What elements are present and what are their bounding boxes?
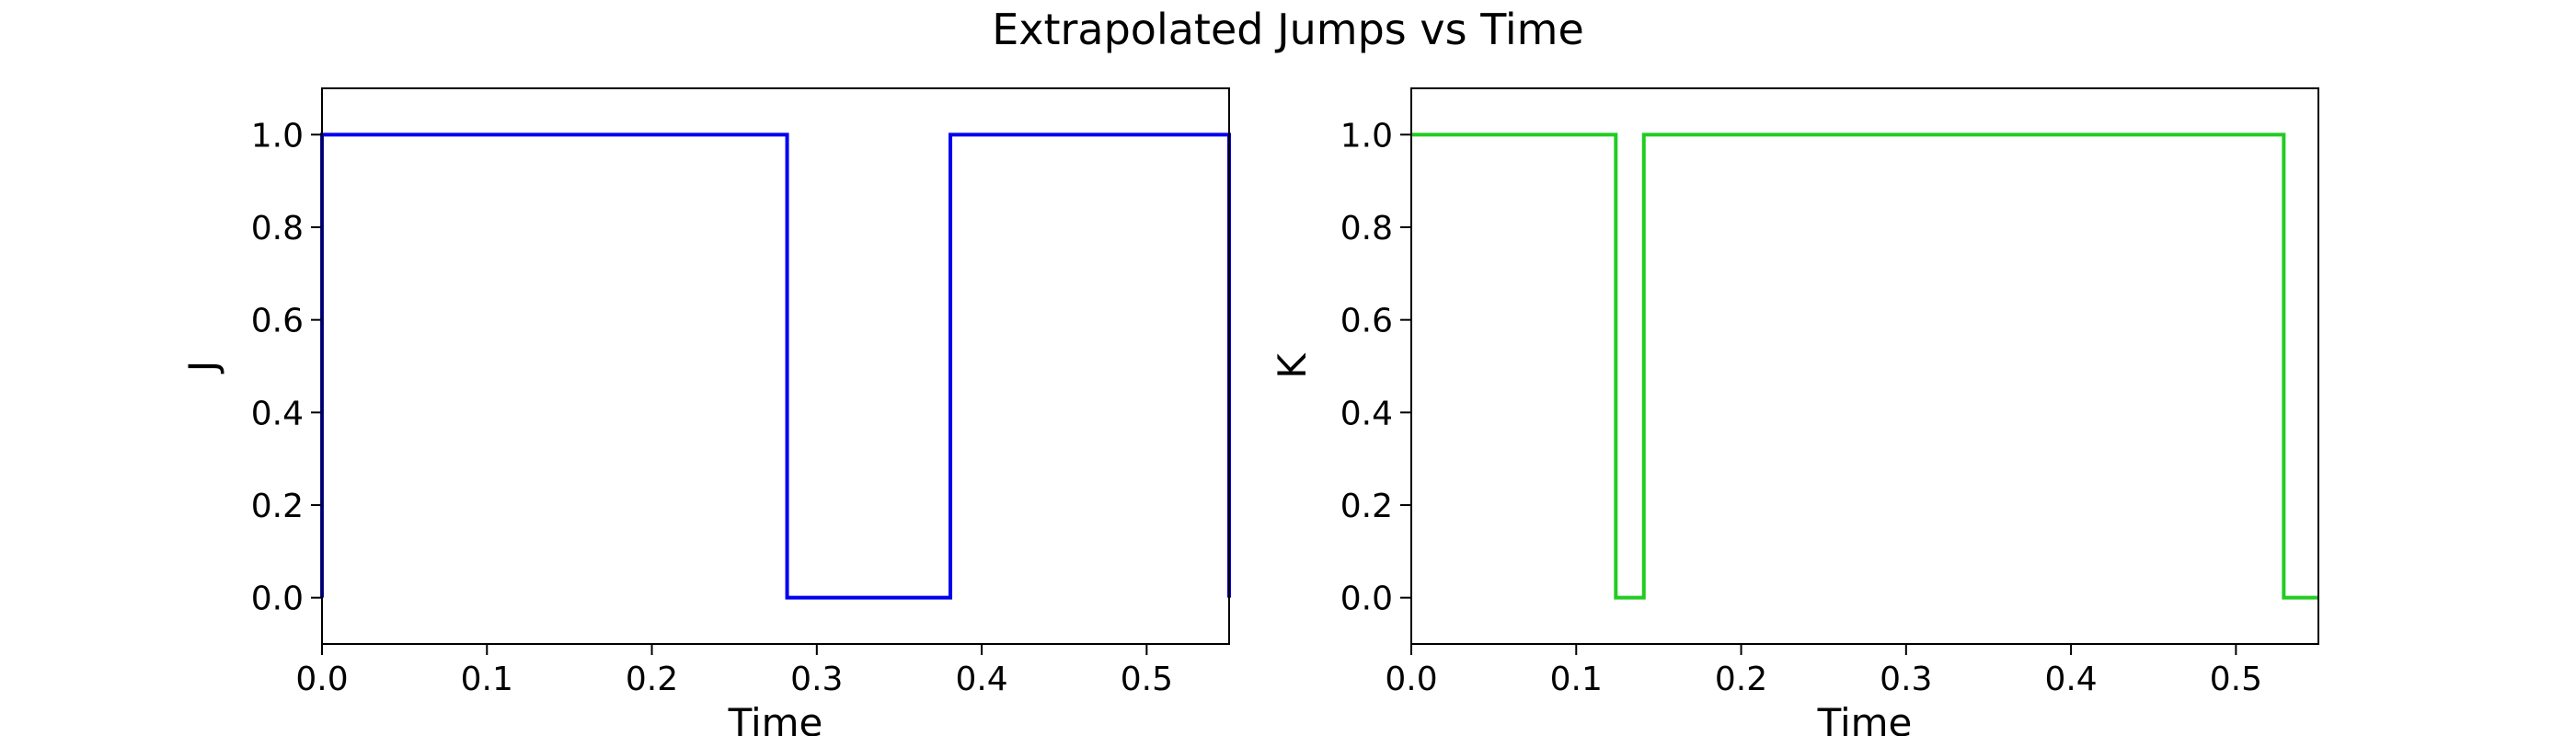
y-tick-label: 0.4 xyxy=(251,395,304,432)
x-tick-label: 0.4 xyxy=(2044,661,2097,698)
series-line xyxy=(1411,132,2318,600)
subplots: 0.0 0.1 0.2 0.3 0.4 0.5 0.0 0.2 0.4 0.6 0.8 1.0 Time… xyxy=(180,87,2319,736)
y-tick-label: 0.2 xyxy=(251,488,304,525)
y-axis-label: J xyxy=(180,361,225,374)
x-tick-label: 0.3 xyxy=(790,661,843,698)
x-tick-label: 0.4 xyxy=(955,661,1007,698)
series-line xyxy=(320,132,1231,600)
y-tick-label: 0.0 xyxy=(251,581,304,618)
y-tick-label: 0.4 xyxy=(1340,395,1393,432)
y-axis-label: K xyxy=(1270,352,1315,379)
y-tick-label: 0.0 xyxy=(1340,581,1393,618)
subplot-1: 0.0 0.1 0.2 0.3 0.4 0.5 0.0 0.2 0.4 0.6 0.8 1.0 Time… xyxy=(180,87,1231,736)
y-tick-label: 0.8 xyxy=(251,210,304,247)
x-tick-label: 0.1 xyxy=(461,661,513,698)
x-tick-label: 0.2 xyxy=(1715,661,1767,698)
y-tick-label: 1.0 xyxy=(1340,117,1393,155)
x-tick-label: 0.5 xyxy=(1121,661,1173,698)
y-tick-label: 1.0 xyxy=(251,117,304,155)
y-tick-label: 0.6 xyxy=(251,303,304,340)
y-tick-label: 0.8 xyxy=(1340,210,1393,247)
x-axis-label: Time xyxy=(1817,700,1913,736)
x-tick-label: 0.0 xyxy=(1385,661,1437,698)
x-tick-label: 0.5 xyxy=(2210,661,2262,698)
x-tick-label: 0.1 xyxy=(1550,661,1603,698)
axes-frame xyxy=(321,87,1230,645)
subplot-2: 0.0 0.1 0.2 0.3 0.4 0.5 0.0 0.2 0.4 0.6 0.8 1.0 Time… xyxy=(1270,87,2319,736)
axes-frame xyxy=(1410,87,2319,645)
y-tick-label: 0.6 xyxy=(1340,303,1393,340)
x-tick-label: 0.2 xyxy=(626,661,678,698)
x-tick-label: 0.3 xyxy=(1880,661,1932,698)
x-axis-label: Time xyxy=(728,700,823,736)
y-tick-label: 0.2 xyxy=(1340,488,1393,525)
x-tick-label: 0.0 xyxy=(295,661,348,698)
figure-title: Extrapolated Jumps vs Time xyxy=(992,5,1584,54)
